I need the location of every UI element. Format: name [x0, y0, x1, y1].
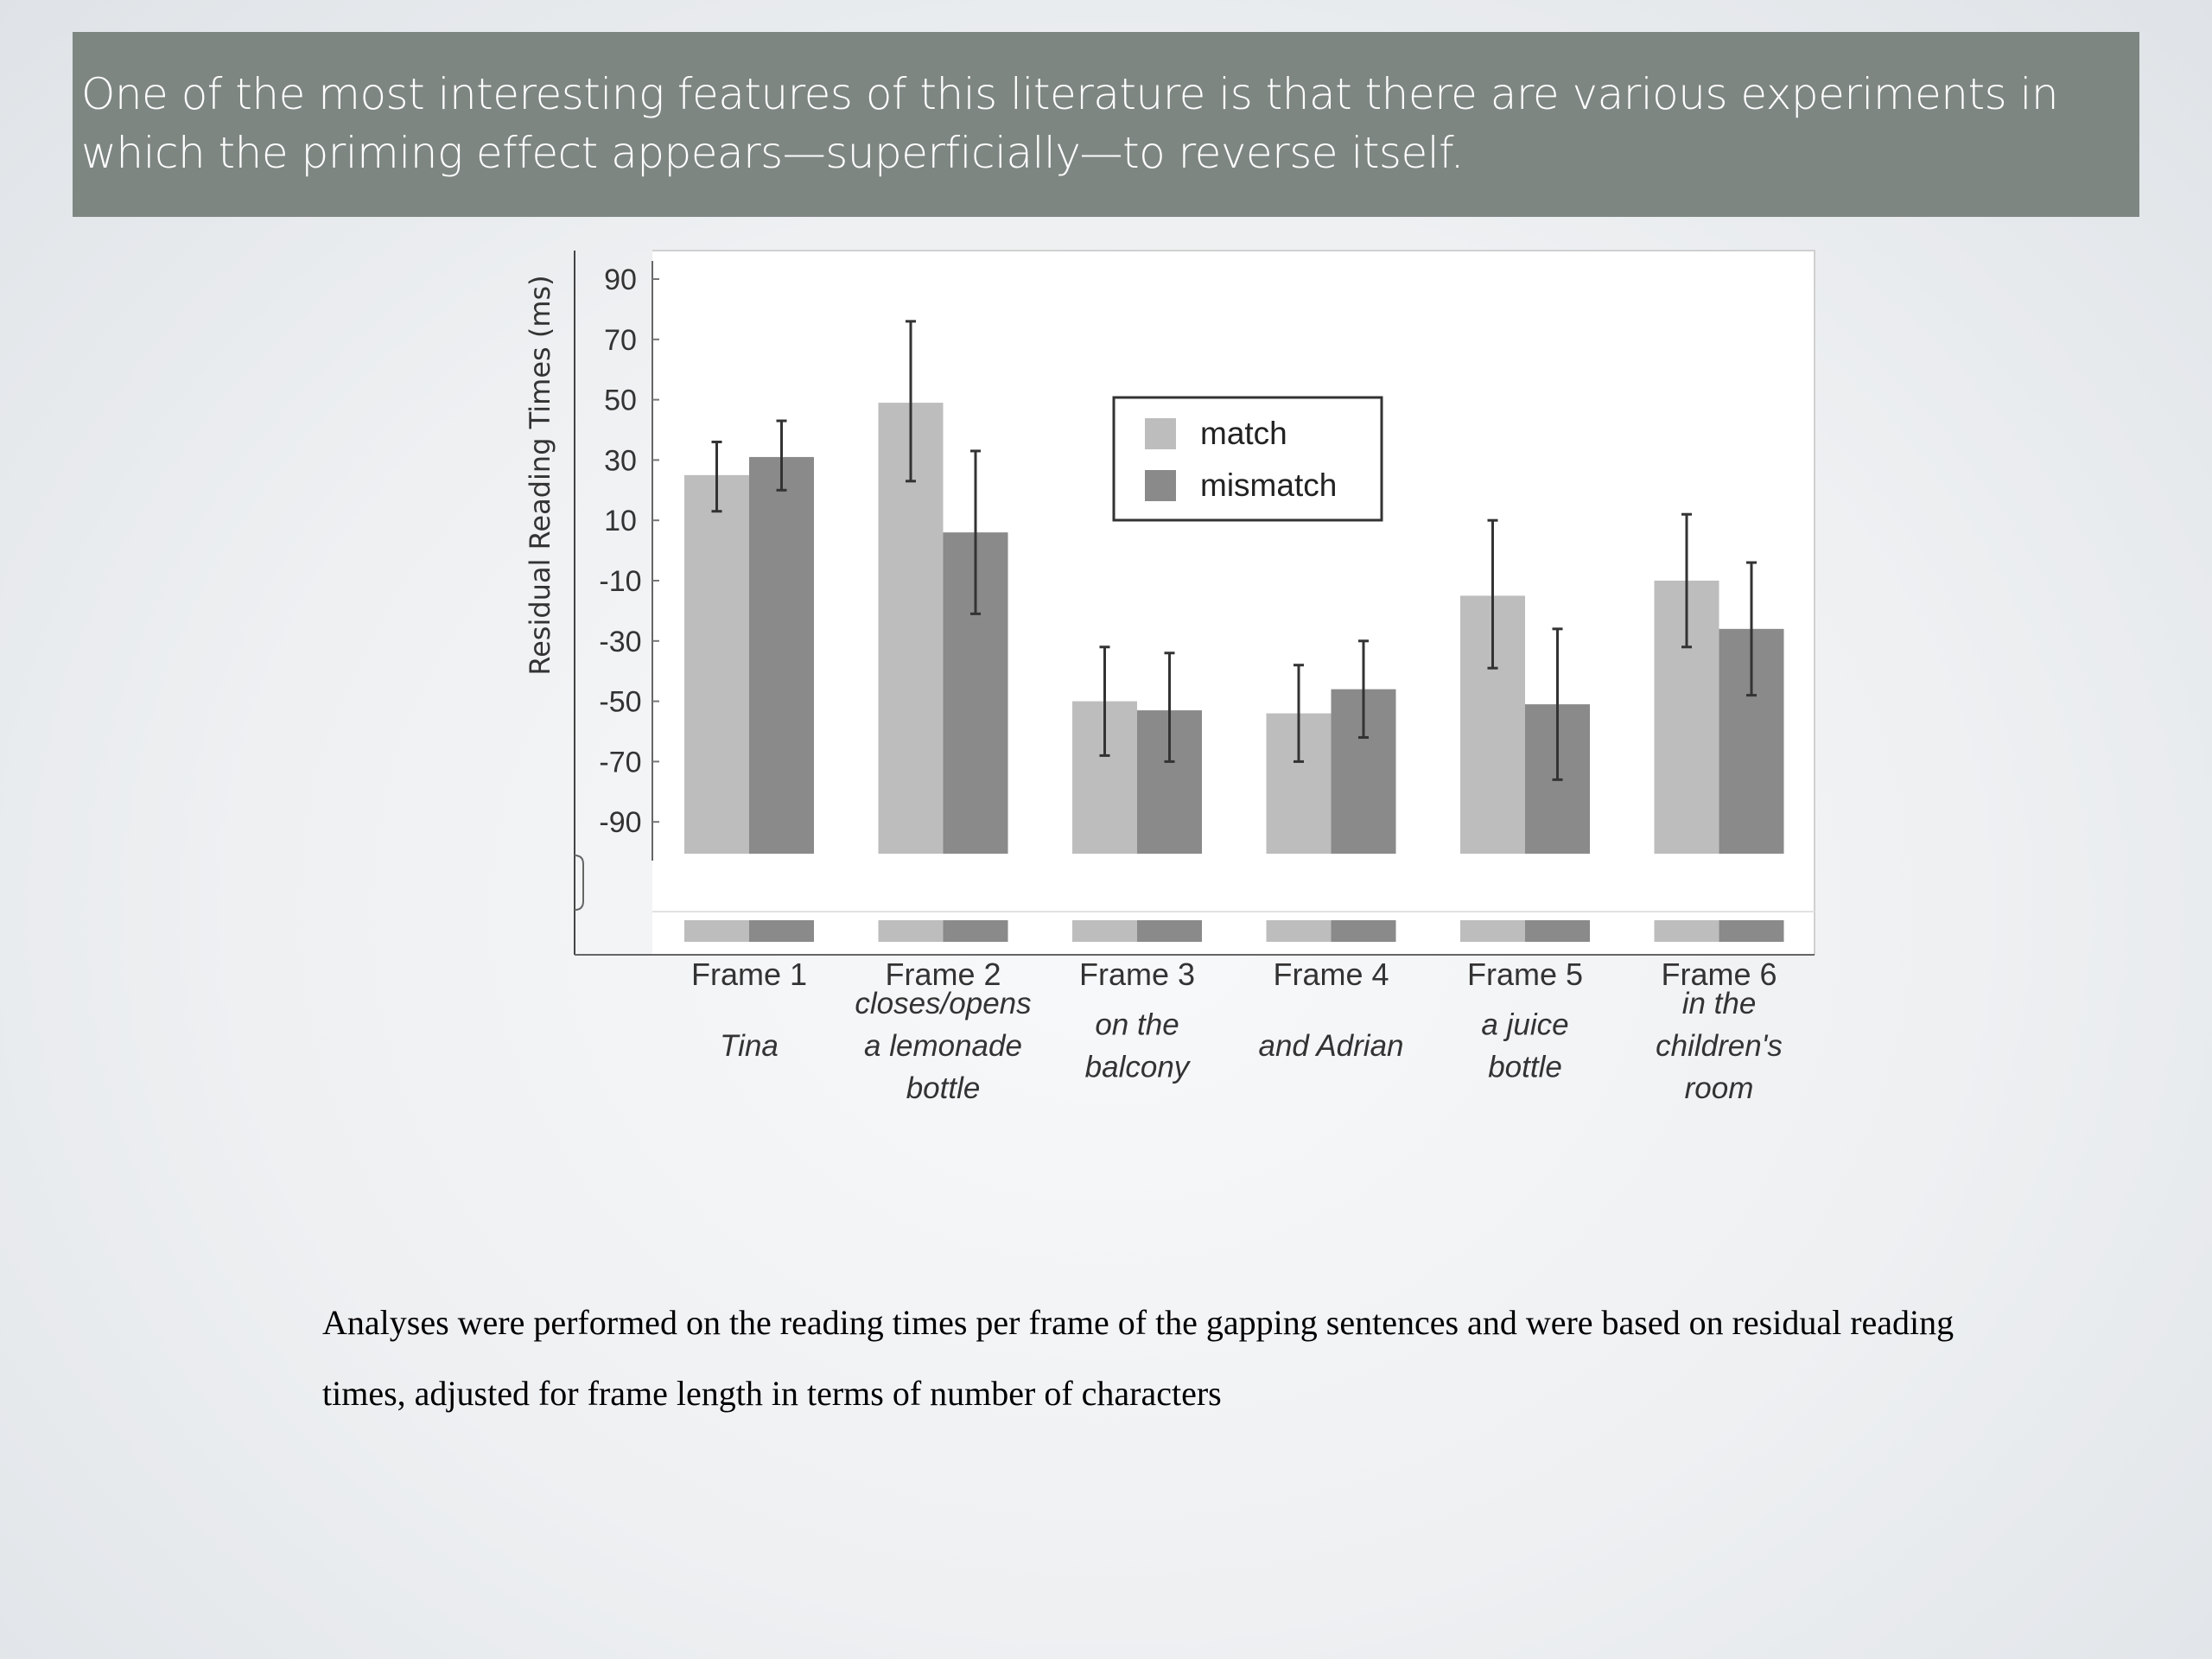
- match-legend-label: match: [1200, 416, 1287, 451]
- x-category-label: Frame 4: [1273, 957, 1389, 992]
- x-category-sublabel: on the balcony: [1085, 1008, 1192, 1084]
- x-category-label: Frame 5: [1467, 957, 1583, 992]
- y-tick-label: -10: [599, 565, 641, 598]
- plot-frame: [652, 250, 1815, 955]
- y-tick-label: 30: [604, 444, 637, 477]
- mismatch-bar-base: [1525, 920, 1590, 942]
- y-tick-label: 10: [604, 505, 637, 537]
- x-category-sublabel: and Adrian: [1259, 1029, 1404, 1063]
- match-bar: [684, 474, 749, 854]
- match-legend-swatch: [1145, 418, 1176, 449]
- mismatch-legend-label: mismatch: [1200, 467, 1337, 503]
- x-category-label: Frame 2: [885, 957, 1001, 992]
- y-tick-label: -30: [599, 626, 641, 658]
- bar-chart: 90 70 50 30 10 -10 -30 -50 -70 -90 Residual Readin…: [524, 250, 1817, 1123]
- y-tick-label: 90: [604, 264, 637, 296]
- match-bar-base: [1072, 920, 1137, 942]
- y-tick-label: -50: [599, 686, 641, 719]
- y-axis-title: Residual Reading Times (ms): [524, 275, 556, 675]
- y-tick-label: 70: [604, 324, 637, 357]
- mismatch-bar-base: [1719, 920, 1784, 942]
- match-bar-base: [1266, 920, 1332, 942]
- slide-title: One of the most interesting features of …: [73, 32, 2139, 217]
- y-tick-label: -70: [599, 746, 641, 779]
- mismatch-legend-swatch: [1145, 470, 1176, 501]
- x-category-sublabel: Tina: [720, 1029, 779, 1063]
- mismatch-bar: [749, 456, 814, 854]
- chart-canvas: 90 70 50 30 10 -10 -30 -50 -70 -90 Residual Readin…: [524, 250, 1815, 1105]
- axis-break-mark: [574, 855, 584, 911]
- x-category-sublabel: in the children's room: [1656, 987, 1783, 1105]
- mismatch-bar-base: [943, 920, 1008, 942]
- x-category-sublabel: a juice bottle: [1481, 1008, 1568, 1084]
- plot-area: [652, 251, 1815, 955]
- slide-caption: Analyses were performed on the reading t…: [322, 1303, 1955, 1413]
- y-tick-label: -90: [599, 806, 641, 839]
- mismatch-bar-base: [749, 920, 814, 942]
- x-category-label: Frame 6: [1661, 957, 1777, 992]
- mismatch-bar-base: [1331, 920, 1396, 942]
- match-bar-base: [1460, 920, 1525, 942]
- match-bar-base: [878, 920, 944, 942]
- x-category-label: Frame 3: [1079, 957, 1195, 992]
- y-tick-label: 50: [604, 385, 637, 417]
- x-category-label: Frame 1: [691, 957, 807, 992]
- match-bar-base: [1654, 920, 1719, 942]
- mismatch-bar-base: [1137, 920, 1202, 942]
- match-bar-base: [684, 920, 749, 942]
- x-category-sublabel: closes/opens a lemonade bottle: [855, 987, 1031, 1105]
